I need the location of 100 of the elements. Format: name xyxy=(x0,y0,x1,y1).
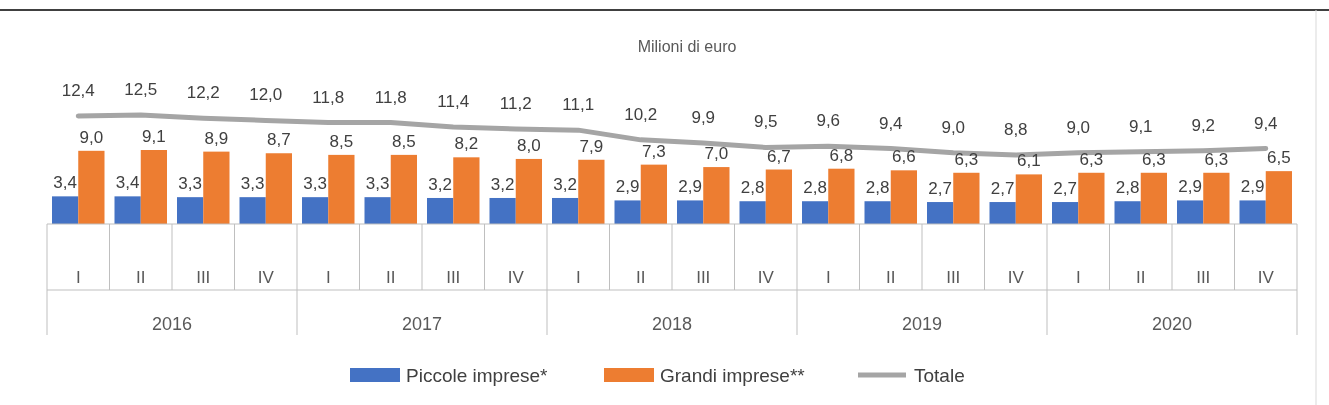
x-tick-label: III xyxy=(1196,268,1211,287)
bar xyxy=(239,197,266,224)
data-label: 2,8 xyxy=(740,178,765,198)
bar xyxy=(453,157,480,224)
data-label: 2,8 xyxy=(803,178,827,198)
x-tick-label: II xyxy=(386,268,396,287)
bar xyxy=(302,197,329,224)
bar xyxy=(78,150,105,224)
x-tick-label: I xyxy=(1075,268,1081,287)
bar xyxy=(614,200,641,224)
data-label: 9,1 xyxy=(142,127,166,146)
data-label: 6,1 xyxy=(1017,151,1041,171)
bar xyxy=(890,170,917,224)
bar xyxy=(765,169,792,224)
data-label: 11,1 xyxy=(562,95,595,115)
data-label: 8,2 xyxy=(454,134,479,154)
bar xyxy=(864,201,891,224)
bar xyxy=(390,154,417,224)
data-label: 8,5 xyxy=(329,131,354,151)
data-label: 9,4 xyxy=(1253,113,1278,133)
bar xyxy=(1052,202,1079,224)
x-tick-label: II xyxy=(886,268,896,287)
bar xyxy=(677,200,704,224)
bar xyxy=(802,201,829,224)
data-label: 3,4 xyxy=(53,173,77,193)
data-label: 2,9 xyxy=(1240,177,1265,197)
data-label: 7,0 xyxy=(704,144,729,164)
data-label: 11,2 xyxy=(499,94,532,114)
data-label: 9,1 xyxy=(1128,116,1153,136)
text: 2019 xyxy=(901,314,943,334)
bar xyxy=(927,202,954,224)
data-label: 3,3 xyxy=(178,174,202,194)
bar xyxy=(328,154,355,224)
bar xyxy=(515,158,542,224)
bar xyxy=(1015,174,1042,224)
data-label: 6,3 xyxy=(1204,149,1229,169)
x-tick-label: IV xyxy=(757,268,775,287)
x-tick-label: I xyxy=(325,268,331,287)
data-label: 9,5 xyxy=(753,112,778,132)
x-tick-label: III xyxy=(446,268,461,287)
data-label: 8,8 xyxy=(1003,120,1028,139)
x-tick-label: I xyxy=(575,268,581,287)
data-label: 11,8 xyxy=(374,87,407,107)
data-label: 6,7 xyxy=(767,146,791,166)
data-label: 3,3 xyxy=(303,174,327,194)
x-tick-label: II xyxy=(1136,268,1146,287)
data-label: 12,4 xyxy=(61,81,95,101)
x-tick-label: IV xyxy=(1257,268,1275,287)
bar xyxy=(1177,200,1204,224)
data-label: 9,6 xyxy=(816,111,841,131)
x-tick-label: III xyxy=(196,268,211,287)
x-tick-label: II xyxy=(636,268,646,287)
x-tick-label: IV xyxy=(507,268,525,287)
legend-label: Piccole imprese* xyxy=(406,365,549,386)
data-label: 2,9 xyxy=(1178,177,1202,197)
data-label: 9,2 xyxy=(1191,115,1216,135)
data-label: 10,2 xyxy=(624,104,658,124)
x-tick-label: IV xyxy=(1007,268,1025,287)
x-tick-label: I xyxy=(825,268,831,287)
data-label: 6,5 xyxy=(1267,148,1291,168)
data-label: 7,9 xyxy=(579,136,604,156)
bar xyxy=(989,202,1016,224)
data-label: 3,3 xyxy=(365,174,390,194)
bar xyxy=(578,159,605,224)
bar xyxy=(140,150,167,224)
data-label: 2,9 xyxy=(678,177,702,197)
data-label: 8,7 xyxy=(267,130,291,150)
data-label: 6,6 xyxy=(892,147,916,167)
data-label: 2,8 xyxy=(1115,178,1140,198)
data-label: 3,2 xyxy=(428,174,452,194)
data-label: 8,9 xyxy=(204,128,229,148)
data-label: 3,2 xyxy=(490,174,515,194)
data-label: 9,9 xyxy=(691,108,716,128)
text: 2020 xyxy=(1151,314,1193,334)
bar xyxy=(203,151,230,224)
data-label: 12,5 xyxy=(124,80,158,99)
data-label: 7,3 xyxy=(642,141,666,161)
data-label: 2,7 xyxy=(1053,179,1077,199)
legend-label: Grandi imprese** xyxy=(660,365,806,386)
bar xyxy=(1140,172,1167,224)
bar xyxy=(114,196,141,224)
text: 2018 xyxy=(651,314,693,334)
data-label: 9,0 xyxy=(79,127,104,147)
text: 2016 xyxy=(151,314,193,334)
data-label: 2,7 xyxy=(990,179,1015,199)
data-label: 9,0 xyxy=(1066,117,1091,137)
x-tick-label: III xyxy=(946,268,961,287)
x-tick-label: II xyxy=(136,268,146,287)
chart-title: Milioni di euro xyxy=(637,38,737,55)
bar xyxy=(489,197,516,224)
x-tick-label: III xyxy=(696,268,711,287)
bar xyxy=(703,167,730,224)
data-label: 6,3 xyxy=(1079,149,1104,169)
bar xyxy=(177,197,204,224)
bar xyxy=(427,197,454,224)
data-label: 6,3 xyxy=(1142,149,1166,169)
legend-label: Totale xyxy=(914,365,965,386)
bar xyxy=(1239,200,1266,224)
data-label: 2,8 xyxy=(865,178,890,198)
data-label: 8,5 xyxy=(392,131,416,151)
